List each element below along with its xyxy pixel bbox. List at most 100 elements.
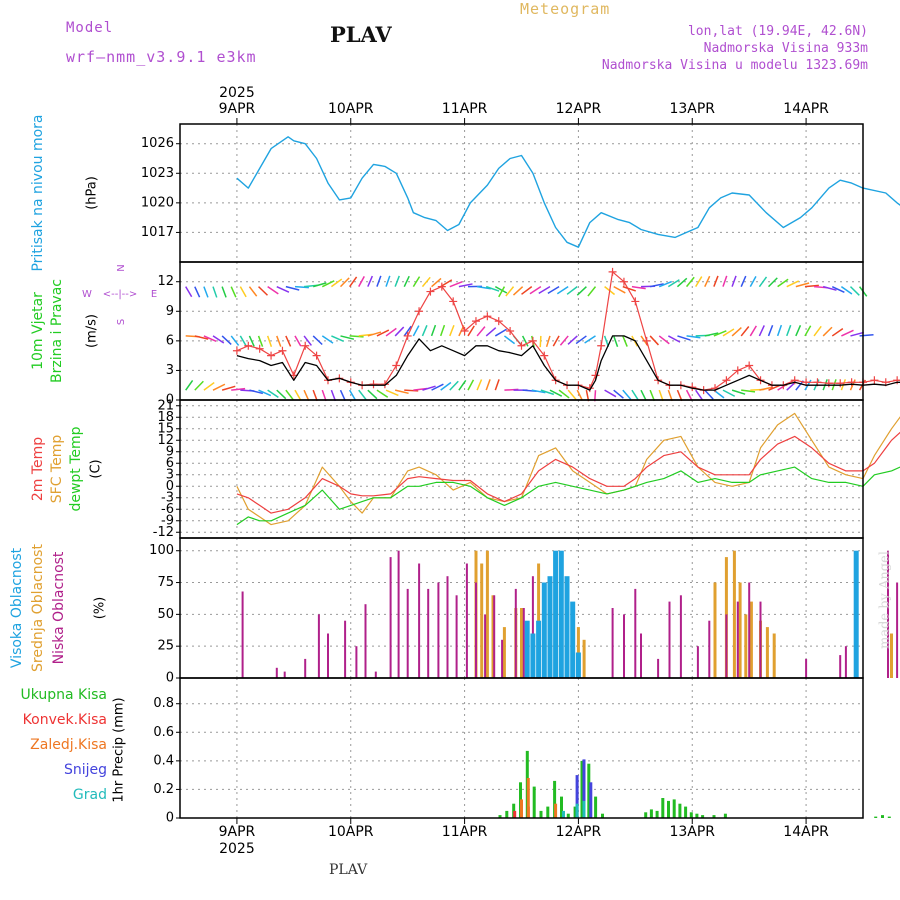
wind-direction-arrow: [339, 277, 350, 288]
wind-direction-arrow: [649, 283, 664, 288]
y-tick-label: 25: [157, 639, 174, 654]
wind-direction-arrow: [795, 380, 804, 391]
wind-gust-marker: [642, 336, 651, 345]
wind-legend-e: E: [151, 289, 157, 300]
wind-gust-marker: [426, 287, 435, 296]
precip-bar: [672, 799, 676, 818]
top-date-label: 11APR: [442, 101, 488, 117]
wind-direction-arrow: [449, 380, 459, 391]
y-tick-label: -3: [161, 490, 174, 505]
top-year-label: 2025: [219, 85, 255, 101]
cloud-bar: [570, 601, 576, 678]
wind-gust-marker: [528, 336, 537, 345]
precip-bar: [661, 798, 665, 818]
wind-direction-arrow: [221, 335, 232, 345]
wind-direction-arrow: [312, 335, 323, 346]
mid-cloud-title: Srednja Oblacnost: [30, 544, 46, 672]
wind-direction-arrow: [552, 335, 560, 347]
coords-label: lon,lat (19.94E, 42.6N): [687, 24, 868, 39]
wind-direction-arrow: [230, 286, 237, 298]
cloud-ylabel: (%): [93, 597, 108, 620]
wind-direction-arrow: [539, 335, 542, 348]
wind-direction-arrow: [485, 285, 500, 292]
station-title: PLAV: [330, 22, 392, 47]
wind-direction-arrow: [749, 276, 757, 288]
wind-direction-arrow: [576, 389, 584, 401]
wind-direction-arrow: [294, 335, 302, 347]
wind-direction-arrow: [358, 276, 365, 288]
top-date-label: 14APR: [783, 101, 829, 117]
cloud-bar: [397, 550, 400, 678]
cloud-bar: [304, 658, 307, 678]
wind-direction-arrow: [556, 286, 569, 295]
precip-bar: [575, 803, 579, 818]
wind-gust-marker: [506, 327, 515, 335]
cloud-bar: [406, 588, 409, 678]
wind-ylabel: (m/s): [85, 314, 100, 348]
wind-direction-arrow: [376, 275, 382, 287]
wind-direction-arrow: [731, 389, 746, 395]
cloud-bar: [364, 604, 367, 678]
cloud-bar: [283, 671, 286, 678]
wind-direction-arrow: [194, 380, 204, 391]
y-tick-label: 0: [166, 811, 174, 826]
wind-direction-arrow: [394, 326, 405, 337]
wind-direction-arrow: [394, 275, 400, 287]
wind-gust-marker: [608, 267, 617, 276]
wind-direction-arrow: [676, 389, 683, 402]
cloud-bar: [465, 563, 468, 678]
bottom-date-label: 12APR: [556, 824, 602, 840]
top-date-label: 12APR: [556, 101, 602, 117]
wind-direction-arrow: [545, 335, 551, 348]
precip-bar: [874, 816, 878, 818]
y-tick-label: 6: [166, 456, 174, 471]
wind-direction-arrow: [494, 379, 500, 391]
cloud-bar: [679, 595, 682, 678]
wind-gust-marker: [870, 376, 879, 385]
wind-direction-arrow: [722, 275, 728, 287]
wind-direction-arrow: [212, 286, 218, 298]
precip-bar: [580, 760, 584, 818]
wind-direction-arrow: [331, 335, 344, 343]
cloud-bar: [480, 563, 484, 678]
bottom-date-label: 9APR: [219, 824, 256, 840]
cloud-bar: [501, 639, 504, 678]
wind-direction-arrow: [440, 279, 453, 288]
y-tick-label: 1020: [141, 195, 174, 210]
wind-direction-arrow: [677, 335, 691, 341]
cloud-bar: [725, 614, 728, 678]
wind-direction-arrow: [303, 335, 312, 346]
wind-direction-arrow: [194, 335, 209, 340]
wind-direction-arrow: [498, 286, 506, 298]
y-tick-label: 6: [166, 333, 174, 348]
wind-direction-arrow: [321, 280, 335, 288]
wind-gust-marker: [392, 361, 401, 370]
y-tick-label: 21: [157, 398, 174, 413]
y-tick-label: 18: [157, 410, 174, 425]
wind-direction-arrow: [521, 286, 533, 295]
wind-direction-arrow: [658, 335, 670, 345]
wind-direction-arrow: [667, 279, 680, 288]
precip-bar: [649, 809, 653, 818]
wind-direction-arrow: [587, 286, 597, 297]
cloud-bar: [520, 608, 523, 678]
wind-direction-arrow: [276, 389, 287, 400]
precip-ylabel: 1hr Precip (mm): [112, 697, 127, 802]
cloud-bar: [736, 601, 739, 678]
cloud-bar: [887, 550, 889, 678]
wind-direction-arrow: [276, 335, 282, 347]
cloud-bar: [634, 588, 637, 678]
y-tick-label: 0.4: [153, 753, 174, 768]
wind-direction-arrow: [239, 286, 247, 298]
wind-speed-line: [236, 335, 900, 391]
wind-direction-arrow: [431, 383, 444, 391]
cloud-bar: [327, 633, 329, 678]
y-tick-label: 0.8: [153, 696, 174, 711]
cloud-bar: [890, 633, 893, 678]
wind-direction-arrow: [604, 389, 617, 398]
wind-direction-arrow: [376, 329, 390, 337]
wind-direction-arrow: [421, 325, 428, 337]
wind-direction-arrow: [349, 335, 364, 338]
cloud-bar: [657, 658, 660, 678]
